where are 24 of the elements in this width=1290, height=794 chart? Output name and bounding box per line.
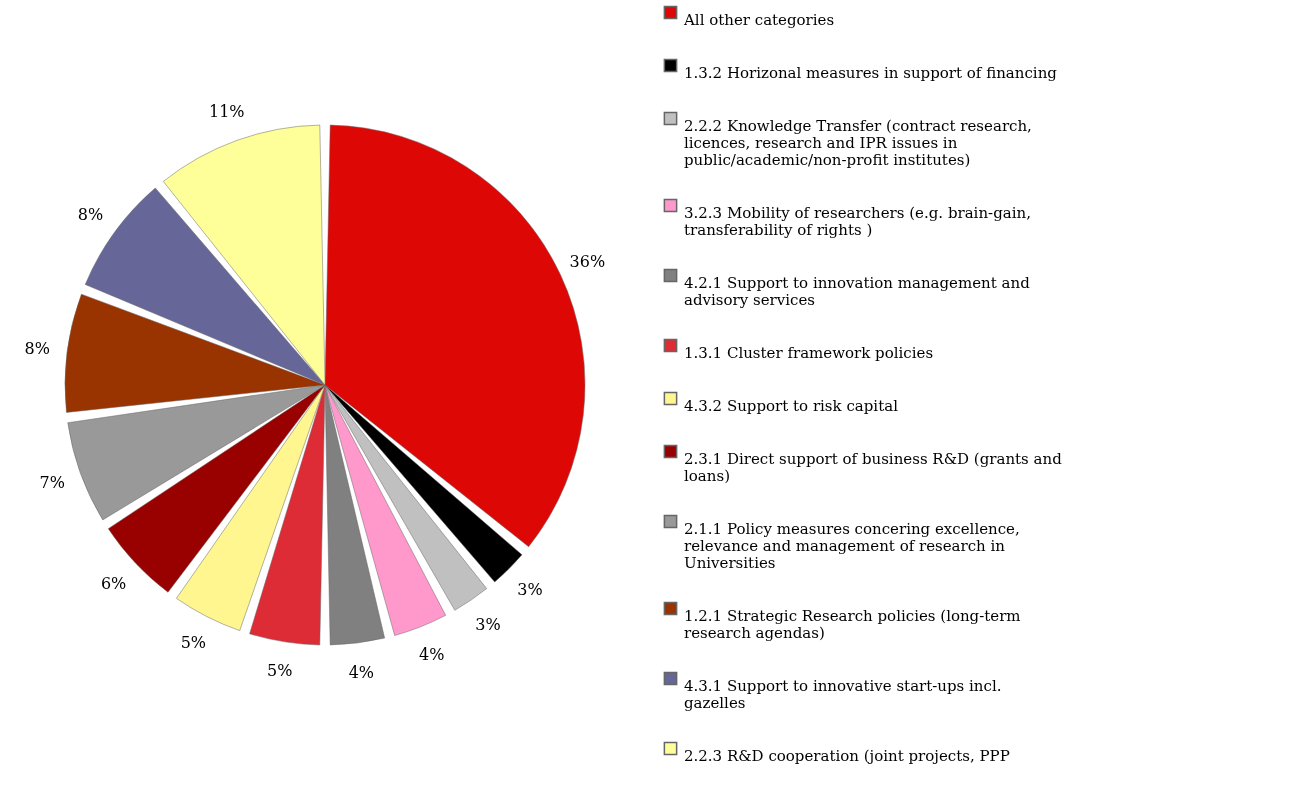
data-label: 6% — [100, 573, 127, 593]
legend-label: 1.3.1 Cluster framework policies — [684, 343, 934, 362]
data-label: 8% — [77, 204, 104, 224]
legend-label: 1.3.2 Horizonal measures in support of financing — [684, 63, 1058, 82]
data-label: 11% — [208, 102, 245, 122]
data-label: 3% — [517, 580, 543, 600]
legend-label: 2.2.3 R&D cooperation (joint projects, PPP — [684, 746, 1010, 765]
data-label: 5% — [180, 633, 207, 653]
data-label: 4% — [419, 644, 445, 664]
data-label: 8% — [24, 338, 50, 358]
legend-label: All other categories — [683, 10, 835, 29]
legend-label: 4.2.1 Support to innovation management and advisory services — [684, 273, 1031, 309]
legend-label: 2.1.1 Policy measures concering excellence, relevance and management of research in Universities — [684, 519, 1020, 572]
data-label: 5% — [266, 661, 293, 681]
legend-label: 2.2.2 Knowledge Transfer (contract research, licences, research and IPR issues in public/academic/non-profit institutes) — [684, 116, 1032, 169]
data-label: 36% — [569, 251, 606, 271]
legend-label: 4.3.2 Support to risk capital — [684, 396, 899, 415]
data-label: 7% — [39, 473, 65, 493]
legend-label: 4.3.1 Support to innovative start-ups incl. gazelles — [684, 676, 1002, 712]
legend-label: 1.2.1 Strategic Research policies (long-term research agendas) — [684, 606, 1021, 642]
legend-label: 2.3.1 Direct support of business R&D (grants and loans) — [684, 449, 1063, 485]
data-label: 4% — [348, 662, 375, 682]
data-label: 3% — [475, 614, 501, 634]
legend-label: 3.2.3 Mobility of researchers (e.g. brain-gain, transferability of rights ) — [684, 203, 1031, 239]
